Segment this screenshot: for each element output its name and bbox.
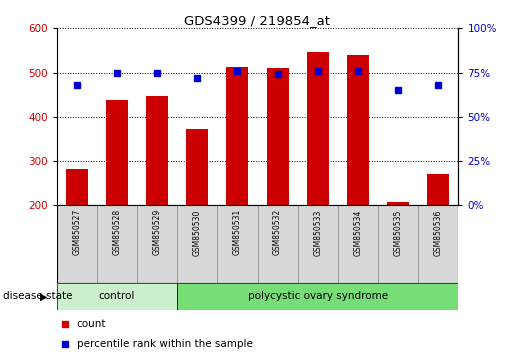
Bar [378,205,418,283]
Bar [258,205,298,283]
Text: polycystic ovary syndrome: polycystic ovary syndrome [248,291,388,302]
Bar [177,283,458,310]
Text: control: control [99,291,135,302]
Title: GDS4399 / 219854_at: GDS4399 / 219854_at [184,14,331,27]
Text: percentile rank within the sample: percentile rank within the sample [77,339,253,349]
Text: GSM850530: GSM850530 [193,209,202,256]
Text: GSM850528: GSM850528 [112,209,122,255]
Bar [57,205,97,283]
Text: disease state: disease state [3,291,72,302]
Text: GSM850536: GSM850536 [434,209,443,256]
Bar [298,205,338,283]
Bar [137,205,177,283]
Text: ▶: ▶ [40,291,47,302]
Bar [106,101,128,205]
Bar [427,175,449,205]
Bar [217,205,258,283]
Bar [307,52,329,205]
Bar [186,129,208,205]
Bar [347,55,369,205]
Bar [227,67,248,205]
Text: GSM850531: GSM850531 [233,209,242,256]
Text: GSM850534: GSM850534 [353,209,363,256]
Text: count: count [77,319,106,329]
Bar [57,283,177,310]
Bar [387,202,409,205]
Bar [267,68,288,205]
Text: GSM850535: GSM850535 [393,209,403,256]
Text: GSM850529: GSM850529 [152,209,162,256]
Text: GSM850532: GSM850532 [273,209,282,256]
Bar [97,205,137,283]
Bar [338,205,378,283]
Bar [66,169,88,205]
Bar [177,205,217,283]
Bar [146,96,168,205]
Bar [418,205,458,283]
Text: GSM850533: GSM850533 [313,209,322,256]
Text: GSM850527: GSM850527 [72,209,81,256]
